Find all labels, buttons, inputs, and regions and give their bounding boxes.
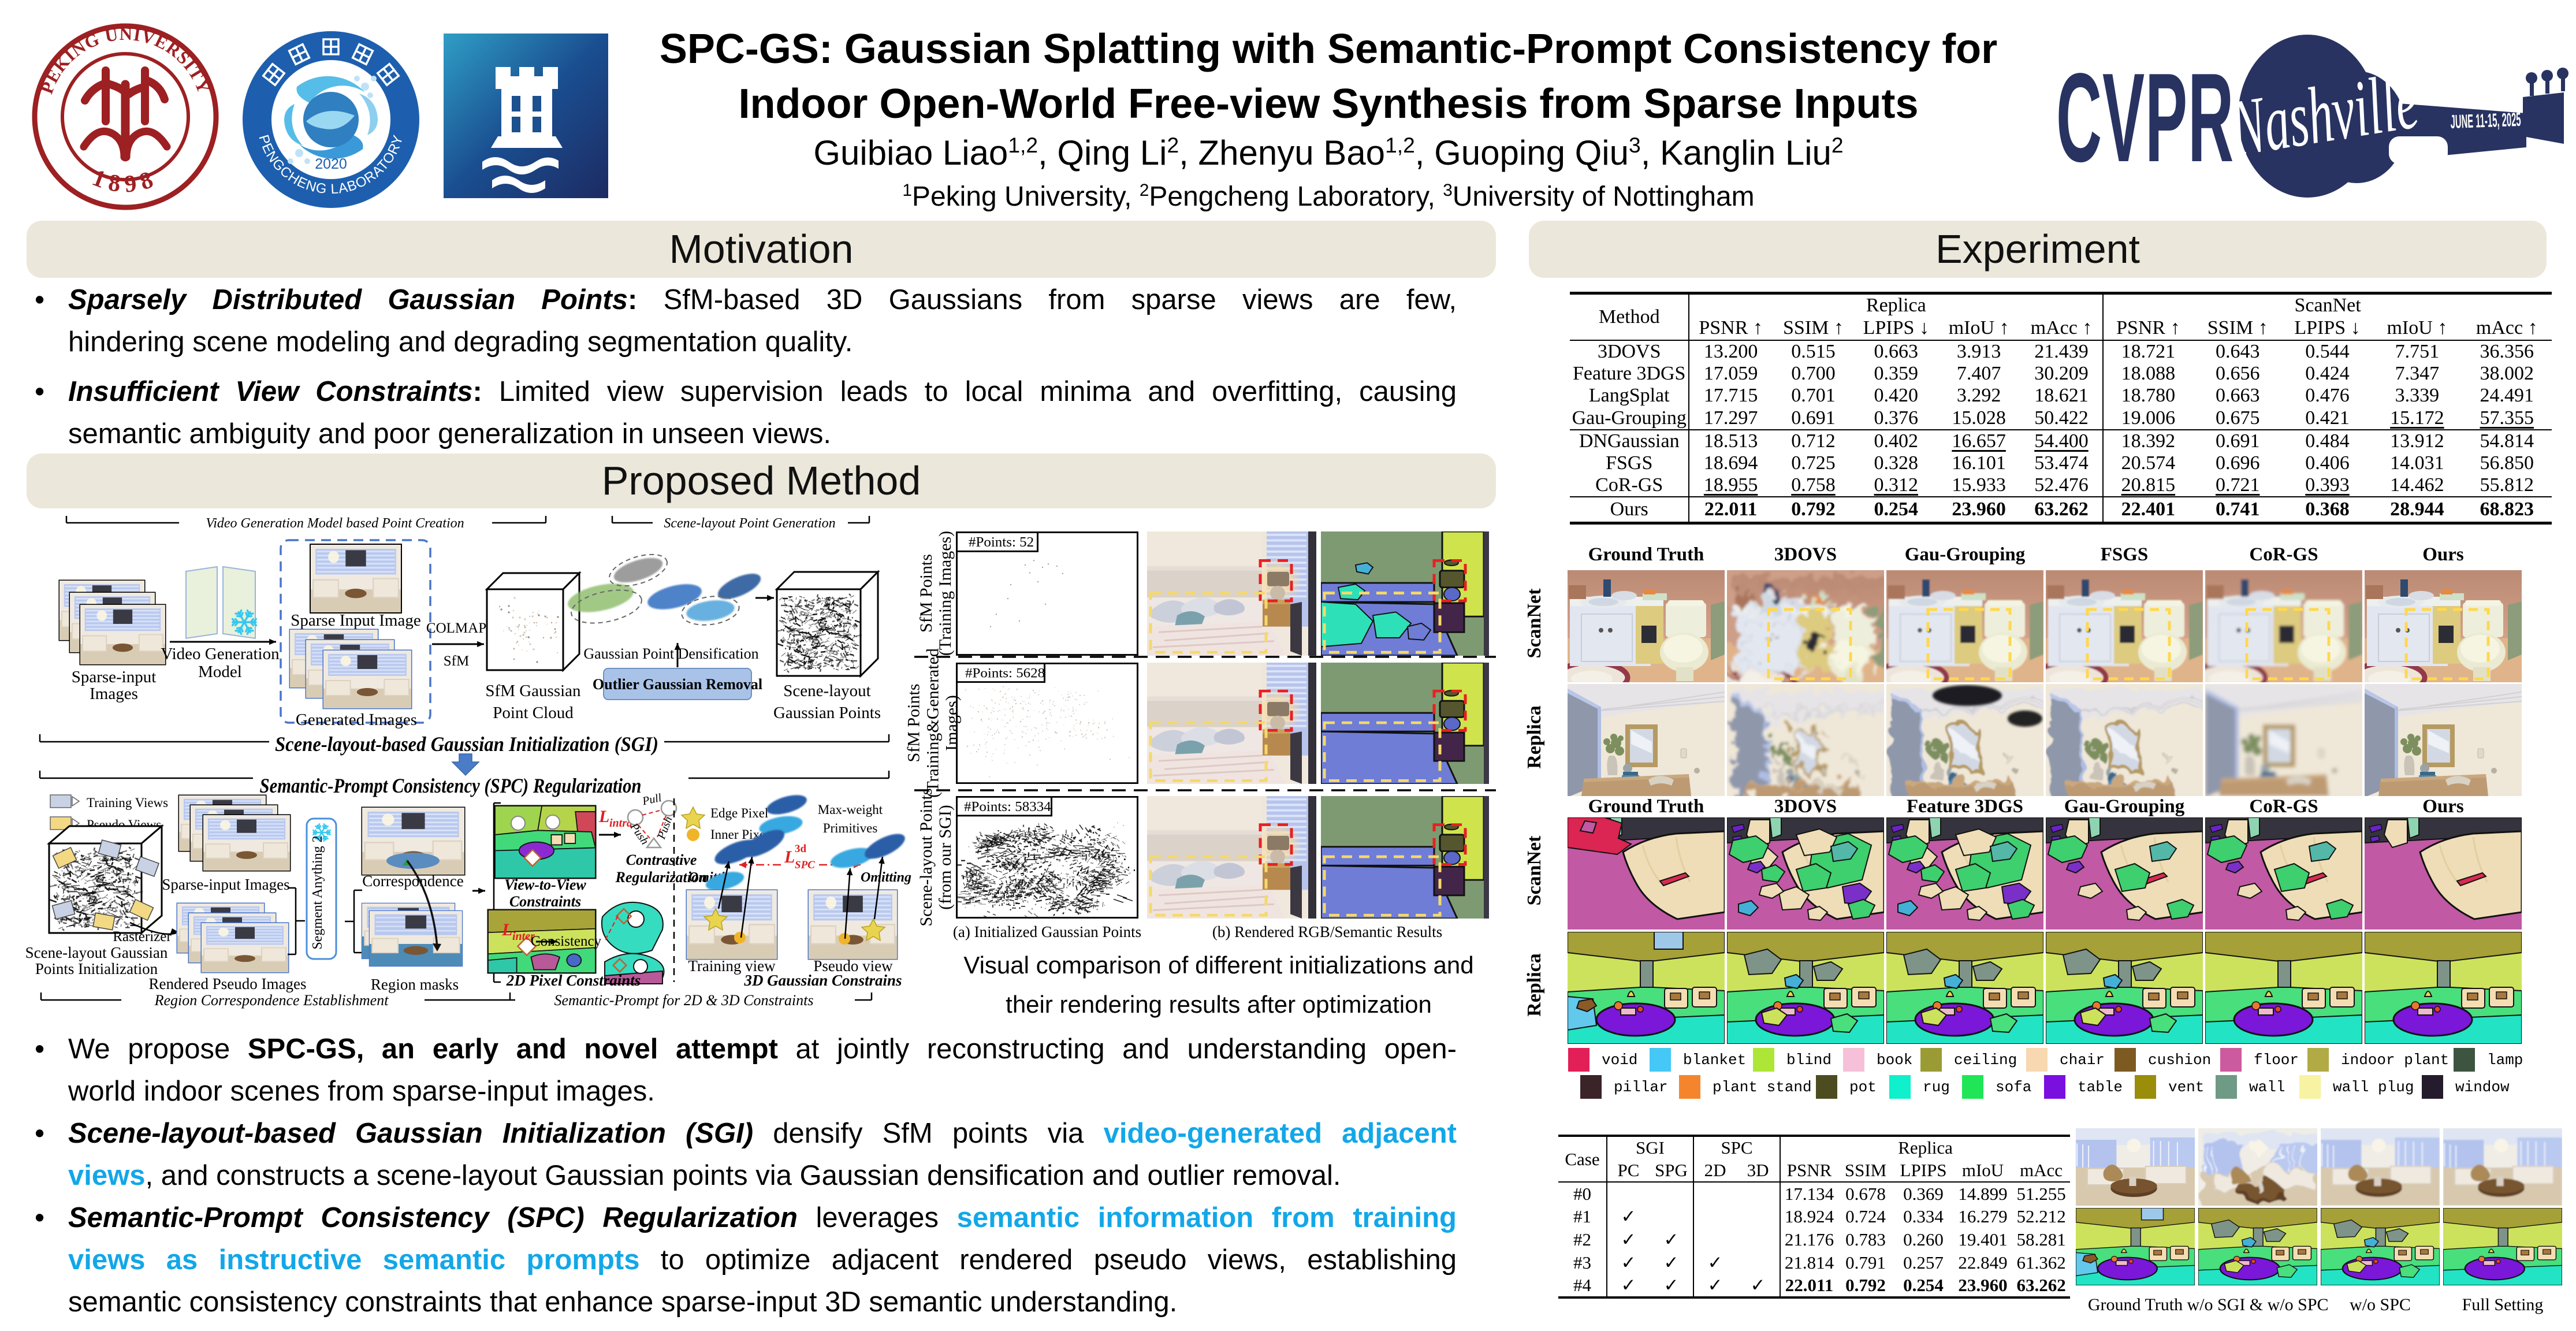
svg-text:Region Correspondence Establis: Region Correspondence Establishment [154,992,389,1009]
svg-text:Contrastive: Contrastive [626,852,697,868]
svg-text:COLMAP: COLMAP [426,620,486,636]
svg-text:Edge Pixel: Edge Pixel [710,806,768,820]
svg-text:Scene-layout: Scene-layout [783,682,870,700]
svg-text:Semantic-Prompt for 2D & 3D Co: Semantic-Prompt for 2D & 3D Constraints [554,992,814,1009]
svg-text:Generated Images: Generated Images [296,711,417,729]
svg-text:Regularization: Regularization [615,869,708,886]
svg-text:Omitting: Omitting [861,870,911,885]
svg-text:Gaussian Point Densification: Gaussian Point Densification [583,645,758,662]
svg-text:Region masks: Region masks [371,976,459,993]
svg-text:3D Gaussian Constrains: 3D Gaussian Constrains [743,972,902,989]
svg-text:Scene-layout-based Gaussian In: Scene-layout-based Gaussian Initializati… [275,733,658,756]
svg-text:Max-weight: Max-weight [818,802,883,817]
svg-text:Sparse Input Image: Sparse Input Image [291,611,421,630]
svg-text:Video Generation: Video Generation [161,645,280,663]
svg-text:Rendered Pseudo Images: Rendered Pseudo Images [149,975,307,992]
svg-text:Gaussian Points: Gaussian Points [773,704,881,722]
svg-text:Consistency: Consistency [531,934,602,949]
svg-text:Training Views: Training Views [87,795,168,810]
svg-text:inter: inter [512,930,535,943]
svg-text:L: L [501,920,512,939]
svg-text:SfM: SfM [444,653,469,669]
svg-text:Constraints: Constraints [509,893,581,910]
svg-text:CVPR: CVPR [2056,46,2234,188]
svg-text:Video Generation Model based P: Video Generation Model based Point Creat… [206,516,464,531]
svg-text:L: L [784,847,795,867]
svg-text:Push: Push [655,815,675,841]
svg-text:Images: Images [90,685,138,703]
svg-text:Correspondence: Correspondence [362,872,463,890]
svg-text:Point Cloud: Point Cloud [493,704,574,722]
svg-text:View-to-View: View-to-View [504,876,586,893]
svg-text:Training view: Training view [688,957,776,975]
svg-text:3d: 3d [795,843,807,855]
svg-text:Sparse-input: Sparse-input [72,668,157,686]
svg-text:SfM Gaussian: SfM Gaussian [485,682,581,700]
svg-text:Segment Anything 2: Segment Anything 2 [310,835,325,949]
svg-text:2020: 2020 [315,156,347,172]
svg-text:intra: intra [609,817,632,830]
svg-text:Model: Model [198,663,242,681]
svg-text:Pseudo view: Pseudo view [813,957,893,975]
svg-text:Points Initialization: Points Initialization [35,960,158,977]
svg-text:Outlier Gaussian Removal: Outlier Gaussian Removal [593,676,762,693]
svg-text:Rasterizer: Rasterizer [113,929,172,945]
svg-text:2D Pixel Constraints: 2D Pixel Constraints [506,972,641,989]
svg-text:Sparse-input Images: Sparse-input Images [162,876,289,893]
svg-text:Semantic-Prompt Consistency (S: Semantic-Prompt Consistency (SPC) Regula… [260,774,642,797]
svg-text:Pull: Pull [641,791,663,808]
svg-text:SPC: SPC [795,859,815,871]
svg-text:L: L [598,807,609,826]
svg-text:Scene-layout Gaussian: Scene-layout Gaussian [25,944,168,961]
svg-text:JUNE 11-15, 2025: JUNE 11-15, 2025 [2450,109,2521,132]
svg-text:Scene-layout Point Generation: Scene-layout Point Generation [664,516,835,531]
svg-text:Primitives: Primitives [823,821,878,835]
